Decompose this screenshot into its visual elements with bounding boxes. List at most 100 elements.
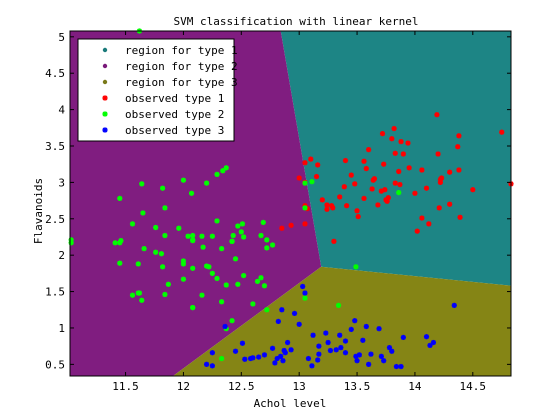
point-type1-3 [455,144,461,150]
point-type1-1 [319,197,325,203]
point-type1-61 [342,157,349,164]
point-type2-79 [209,270,215,276]
point-type1-59 [296,175,302,181]
point-type2-74 [117,260,123,266]
point-type2-10 [200,244,206,250]
point-type2-2 [117,195,123,202]
point-type1-52 [391,125,397,132]
point-type2-77 [396,189,402,196]
point-type2-57 [258,275,264,281]
point-type2-19 [159,185,166,191]
point-type3-20 [354,358,360,364]
y-tick-label-9: 5 [58,31,65,44]
point-type2-32 [264,245,270,251]
point-type3-0 [280,358,286,364]
point-type1-35 [352,181,358,187]
point-type2-62 [190,265,196,271]
point-type2-47 [230,232,236,239]
point-type1-66 [371,176,378,182]
point-type1-18 [434,112,440,118]
point-type2-80 [219,355,225,362]
point-type2-45 [117,240,123,246]
legend-label-1: region for type 2 [125,60,238,73]
point-type2-48 [302,205,308,211]
point-type3-46 [316,343,322,349]
point-type1-46 [456,167,462,173]
point-type2-61 [190,237,196,243]
point-type1-63 [406,165,412,171]
point-type2-39 [190,232,196,239]
point-type3-32 [279,307,285,313]
point-type3-7 [242,356,248,362]
point-type1-67 [348,172,354,178]
point-type1-34 [355,214,361,220]
x-tick-label-6: 14.5 [460,380,487,393]
point-type3-45 [327,347,334,354]
point-type3-10 [288,347,294,353]
point-type3-12 [356,352,362,358]
point-type1-17 [392,150,398,156]
point-type3-59 [256,354,262,360]
point-type3-39 [342,338,349,344]
point-type2-43 [269,242,276,248]
point-type3-35 [381,358,387,364]
point-type2-8 [219,299,225,305]
point-type3-3 [261,352,268,358]
legend-label-5: observed type 3 [125,124,224,137]
point-type2-71 [220,168,226,174]
point-type2-76 [353,264,359,270]
point-type1-62 [366,147,372,153]
point-type3-31 [376,326,382,332]
point-type1-53 [385,195,391,201]
point-type2-46 [129,292,136,298]
point-type2-25 [139,181,145,187]
point-type3-38 [363,323,369,330]
point-type1-24 [354,208,360,214]
point-type2-22 [264,307,270,313]
x-axis-title: Achol level [254,397,327,410]
point-type2-51 [261,283,268,289]
point-type2-4 [141,246,147,252]
point-type1-26 [341,184,347,190]
point-type2-13 [214,171,220,177]
point-type2-34 [135,261,141,267]
axis-ticks: 11.5 12 12.5 13 13.5 14 14.50.511.522.533.544.… [45,31,511,393]
region-1 [280,31,511,286]
legend-label-2: region for type 3 [125,76,238,89]
point-type2-65 [214,218,220,224]
point-type1-5 [435,151,441,157]
point-type2-3 [129,221,136,227]
point-type2-55 [302,180,308,186]
legend-marker-0 [102,47,108,53]
plot-frame [69,30,512,377]
point-type1-37 [302,221,308,227]
legend-marker-3 [102,95,108,101]
x-tick-label-3: 13 [293,380,306,393]
point-type2-12 [335,302,342,308]
point-type3-53 [285,339,291,346]
point-type1-14 [456,133,462,139]
chart-title: SVM classification with linear kernel [173,15,418,28]
point-type2-6 [153,224,159,231]
point-type1-4 [324,202,330,208]
point-type1-58 [379,131,386,137]
y-tick-label-7: 4 [58,104,65,117]
x-tick-label-4: 13.5 [344,380,371,393]
point-type2-5 [162,205,168,211]
point-type1-9 [396,168,402,175]
point-type1-13 [499,129,505,135]
x-tick-label-5: 14 [408,380,422,393]
point-type1-60 [313,173,320,180]
point-type3-30 [222,323,228,330]
point-type3-40 [203,361,210,367]
point-type3-22 [309,363,315,369]
point-type2-81 [188,190,195,196]
point-type2-68 [158,251,165,257]
point-type2-58 [199,292,205,298]
point-type2-40 [68,237,74,243]
point-type1-70 [470,187,476,193]
legend-marker-4 [102,111,108,117]
point-type2-82 [203,263,210,269]
